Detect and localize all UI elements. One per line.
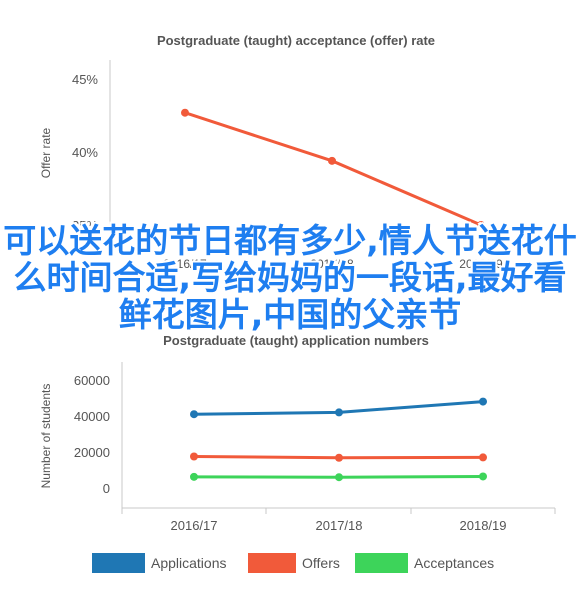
chart2-y-tick-0: 0	[103, 481, 110, 496]
chart1-series-line-0	[184, 111, 482, 227]
chart1-x-tick-1: 2017/18	[310, 257, 354, 271]
chart2-point-0-1	[335, 408, 343, 417]
chart2-point-0-2	[479, 397, 487, 406]
chart1-point-0-1	[328, 156, 336, 165]
chart2-point-1-0	[190, 452, 198, 461]
chart2-legend-label-0: Applications	[151, 555, 227, 571]
chart1-x-tick-0: 2016/17	[163, 257, 207, 271]
chart2-legend-label-1: Offers	[302, 555, 340, 571]
chart2-legend-swatch-1	[248, 553, 296, 573]
chart2-x-tick-2: 2018/19	[460, 518, 507, 533]
chart1-x-tick-2: 2018/19	[459, 257, 503, 271]
chart2-title: Postgraduate (taught) application number…	[163, 333, 429, 348]
overlay-caption: 可以送花的节日都有多少,情人节送花什么时间合适,写给妈妈的一段话,最好看鲜花图片…	[3, 221, 577, 334]
chart2-legend-swatch-0	[92, 553, 145, 573]
chart2-point-0-0	[190, 410, 198, 419]
chart2-x-tick-0: 2016/17	[171, 518, 218, 533]
chart2-point-1-1	[335, 453, 343, 462]
chart1-y-label: Offer rate	[39, 127, 53, 178]
chart1-point-0-2	[477, 221, 485, 229]
chart1-title: Postgraduate (taught) acceptance (offer)…	[157, 33, 435, 48]
chart2-point-2-0	[190, 472, 198, 481]
chart2-legend-swatch-2	[355, 553, 408, 573]
chart1-y-tick-2: 45%	[72, 72, 98, 87]
chart1-y-tick-1: 40%	[72, 145, 98, 160]
chart2-y-tick-2: 40000	[74, 409, 110, 424]
chart1-y-tick-0: 35%	[72, 218, 98, 233]
chart2-y-tick-3: 60000	[74, 373, 110, 388]
chart2-y-tick-1: 20000	[74, 445, 110, 460]
chart2-point-2-2	[479, 472, 487, 481]
chart2-legend-label-2: Acceptances	[414, 555, 494, 571]
chart2-y-label: Number of students	[39, 384, 53, 489]
chart1-point-0-0	[181, 108, 189, 117]
chart2-x-tick-1: 2017/18	[316, 518, 363, 533]
chart2-point-1-2	[479, 453, 487, 462]
chart2-point-2-1	[335, 473, 343, 482]
